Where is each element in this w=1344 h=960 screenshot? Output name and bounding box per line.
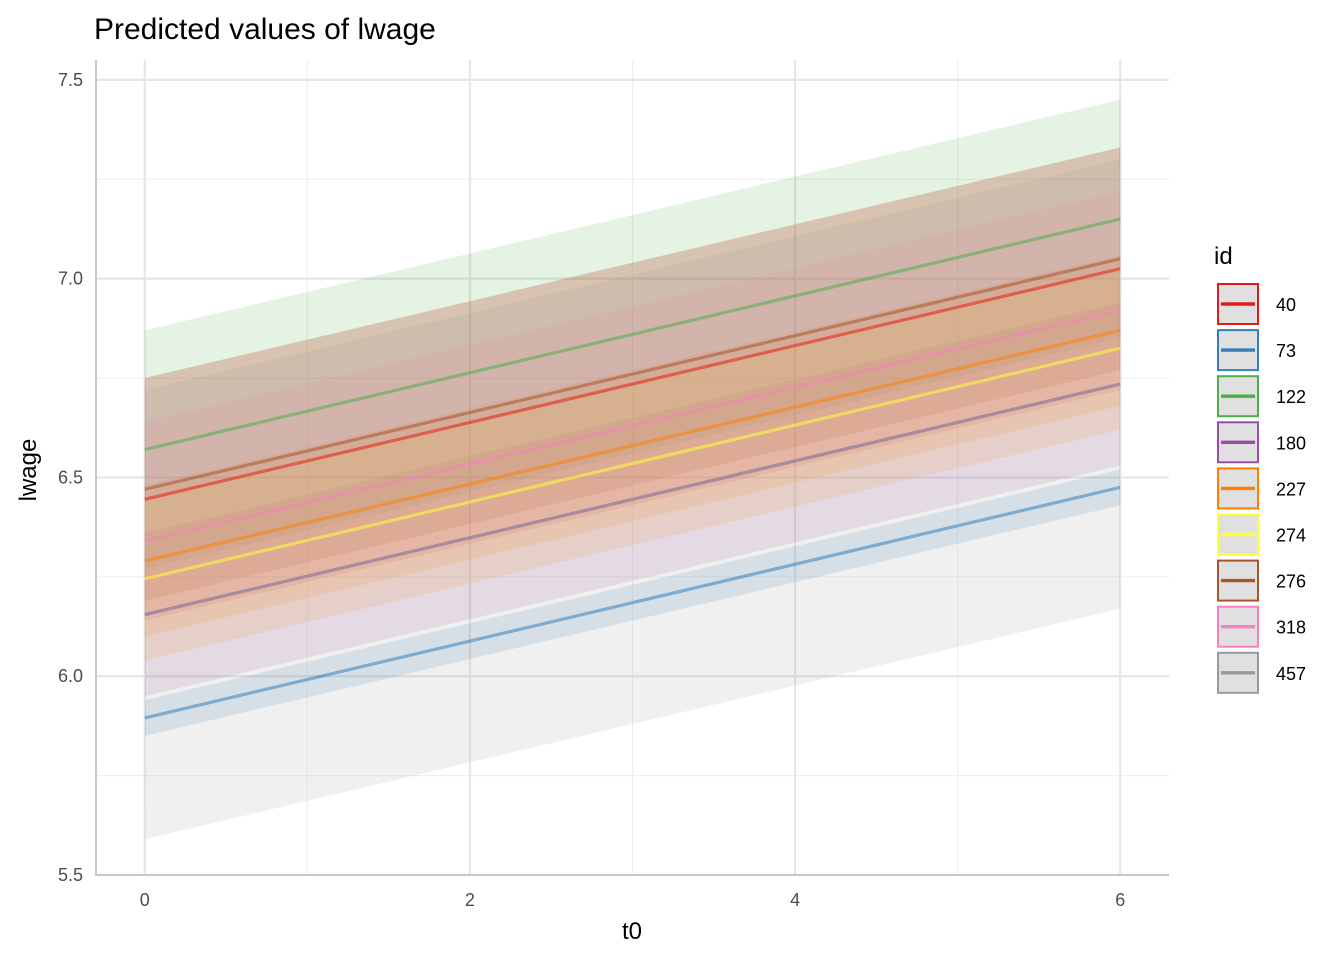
- series-line-457: [144, 382, 1121, 617]
- x-tick-label: 4: [790, 890, 800, 910]
- legend-item-73: 73: [1217, 329, 1296, 372]
- y-tick-label: 6.5: [58, 467, 83, 487]
- series-line-274: [144, 346, 1121, 581]
- x-tick-label: 0: [140, 890, 150, 910]
- x-tick-label: 6: [1115, 890, 1125, 910]
- legend-label: 227: [1276, 479, 1306, 499]
- x-tick-label: 2: [465, 890, 475, 910]
- legend-item-276: 276: [1217, 559, 1306, 602]
- series-line-276: [144, 257, 1121, 491]
- y-tick-label: 5.5: [58, 865, 83, 885]
- legend-item-40: 40: [1217, 283, 1296, 325]
- x-axis-title: t0: [622, 918, 642, 945]
- series-line-122: [144, 217, 1121, 452]
- legend-item-274: 274: [1217, 513, 1306, 556]
- y-axis-title: lwage: [15, 439, 42, 502]
- legend: id 40 73 122 180 227 274 276 318 457: [1214, 243, 1306, 694]
- series-line-40: [144, 267, 1121, 501]
- legend-label: 73: [1276, 341, 1296, 361]
- legend-label: 318: [1276, 618, 1306, 638]
- legend-item-318: 318: [1217, 605, 1306, 648]
- legend-title: id: [1214, 243, 1233, 270]
- series-line-227: [144, 328, 1121, 563]
- legend-label: 457: [1276, 664, 1306, 684]
- axes: [95, 60, 1169, 876]
- y-tick-label: 7.5: [58, 70, 83, 90]
- series-lines: [144, 217, 1121, 720]
- series-line-318: [144, 308, 1121, 543]
- legend-label: 180: [1276, 433, 1306, 453]
- legend-label: 40: [1276, 295, 1296, 315]
- legend-item-180: 180: [1217, 421, 1306, 464]
- legend-label: 122: [1276, 387, 1306, 407]
- tick-labels: 0 2 4 6 5.5 6.0 6.5 7.0 7.5: [58, 70, 1125, 910]
- y-tick-label: 6.0: [58, 666, 83, 686]
- legend-item-457: 457: [1217, 651, 1306, 694]
- legend-item-227: 227: [1217, 467, 1306, 510]
- legend-item-122: 122: [1217, 375, 1306, 418]
- series-line-73: [144, 485, 1121, 720]
- chart-title: Predicted values of lwage: [94, 13, 436, 46]
- y-tick-label: 7.0: [58, 269, 83, 289]
- legend-label: 274: [1276, 526, 1306, 546]
- legend-label: 276: [1276, 572, 1306, 592]
